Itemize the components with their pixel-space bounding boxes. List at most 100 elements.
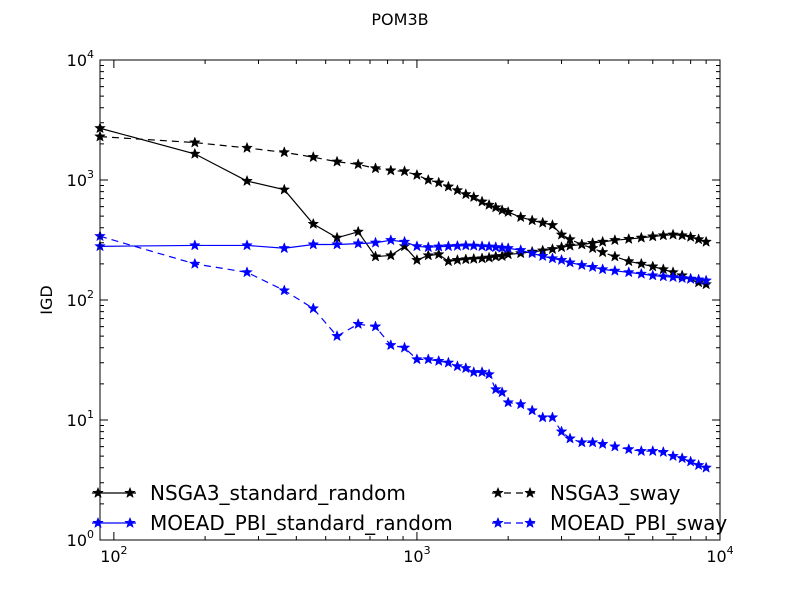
data-point bbox=[608, 440, 621, 452]
legend-label: MOEAD_PBI_standard_random bbox=[150, 511, 453, 535]
data-point bbox=[422, 353, 435, 365]
data-point bbox=[188, 257, 201, 269]
data-point bbox=[608, 250, 621, 262]
legend-marker bbox=[492, 486, 504, 499]
data-point bbox=[398, 165, 411, 177]
data-point bbox=[684, 272, 697, 284]
data-point bbox=[496, 204, 509, 216]
data-point bbox=[352, 237, 365, 249]
data-point bbox=[546, 252, 559, 264]
data-point bbox=[442, 356, 455, 368]
data-point bbox=[700, 461, 713, 473]
data-point bbox=[241, 266, 253, 278]
data-point bbox=[667, 449, 679, 462]
data-point bbox=[635, 231, 648, 243]
data-point bbox=[331, 155, 343, 167]
data-point bbox=[467, 239, 480, 251]
data-point bbox=[278, 183, 291, 195]
data-point bbox=[635, 444, 648, 457]
y-tick-label: 101 bbox=[67, 408, 94, 430]
data-point bbox=[692, 458, 705, 471]
data-point bbox=[467, 252, 480, 264]
data-point bbox=[575, 238, 588, 250]
data-point bbox=[432, 176, 445, 188]
data-point bbox=[575, 258, 588, 271]
data-point bbox=[489, 383, 502, 395]
data-point bbox=[476, 366, 488, 378]
data-point bbox=[536, 411, 549, 423]
legend-label: NSGA3_standard_random bbox=[150, 481, 406, 505]
data-point bbox=[496, 241, 509, 253]
data-point bbox=[398, 341, 411, 353]
legend-marker bbox=[92, 516, 104, 529]
data-point bbox=[667, 228, 679, 240]
y-tick-label: 100 bbox=[67, 528, 94, 550]
data-point bbox=[536, 249, 549, 262]
data-point bbox=[526, 214, 539, 226]
y-tick-label: 104 bbox=[67, 48, 94, 70]
data-point bbox=[622, 266, 635, 278]
data-point bbox=[502, 396, 515, 408]
data-point bbox=[411, 353, 423, 365]
data-point bbox=[278, 146, 291, 158]
data-point bbox=[700, 278, 713, 290]
data-point bbox=[692, 273, 705, 285]
data-point bbox=[555, 425, 568, 437]
data-point bbox=[646, 269, 659, 281]
data-point bbox=[622, 255, 635, 267]
data-point bbox=[684, 455, 697, 467]
data-point bbox=[369, 162, 382, 174]
data-point bbox=[442, 180, 455, 192]
data-point bbox=[188, 239, 201, 251]
data-point bbox=[476, 195, 488, 207]
data-point bbox=[331, 329, 343, 342]
data-point bbox=[241, 174, 253, 187]
data-point bbox=[307, 150, 320, 163]
data-point bbox=[331, 238, 343, 250]
data-point bbox=[586, 260, 599, 273]
data-point bbox=[369, 320, 382, 332]
data-point bbox=[502, 242, 515, 254]
data-point bbox=[496, 386, 509, 398]
data-point bbox=[411, 240, 423, 252]
x-tick-label: 102 bbox=[100, 544, 127, 566]
axes-layer: 102 103 104 100 101 102 103 104 bbox=[67, 48, 734, 566]
data-point bbox=[467, 190, 480, 203]
data-point bbox=[502, 205, 515, 218]
data-point bbox=[483, 240, 495, 252]
data-point bbox=[483, 368, 495, 380]
legend-marker bbox=[92, 486, 104, 499]
data-point bbox=[700, 274, 713, 286]
data-point bbox=[398, 235, 411, 247]
series-layer bbox=[94, 122, 713, 473]
data-point bbox=[684, 230, 697, 243]
data-point bbox=[657, 270, 670, 282]
data-point bbox=[555, 253, 568, 266]
data-point bbox=[586, 436, 599, 448]
data-point bbox=[489, 241, 502, 253]
data-point bbox=[241, 141, 253, 153]
data-point bbox=[459, 253, 472, 265]
data-point bbox=[451, 360, 464, 372]
data-point bbox=[596, 263, 609, 275]
legend-marker bbox=[124, 486, 136, 499]
y-axis-label: IGD bbox=[37, 285, 56, 314]
data-point bbox=[476, 240, 488, 252]
data-point bbox=[667, 270, 679, 283]
data-point bbox=[384, 338, 397, 351]
series-MOEAD_PBI_standard_random bbox=[94, 233, 713, 286]
data-point bbox=[536, 216, 549, 228]
data-point bbox=[398, 240, 411, 252]
data-point bbox=[352, 225, 365, 237]
legend-label: NSGA3_sway bbox=[550, 481, 681, 505]
data-point bbox=[564, 256, 576, 268]
data-point bbox=[555, 241, 568, 253]
data-point bbox=[646, 444, 659, 457]
data-point bbox=[657, 229, 670, 241]
data-point bbox=[489, 201, 502, 213]
data-point bbox=[307, 238, 320, 250]
data-point bbox=[676, 452, 689, 464]
data-point bbox=[526, 247, 539, 259]
legend-entry: NSGA3_sway bbox=[492, 481, 681, 505]
